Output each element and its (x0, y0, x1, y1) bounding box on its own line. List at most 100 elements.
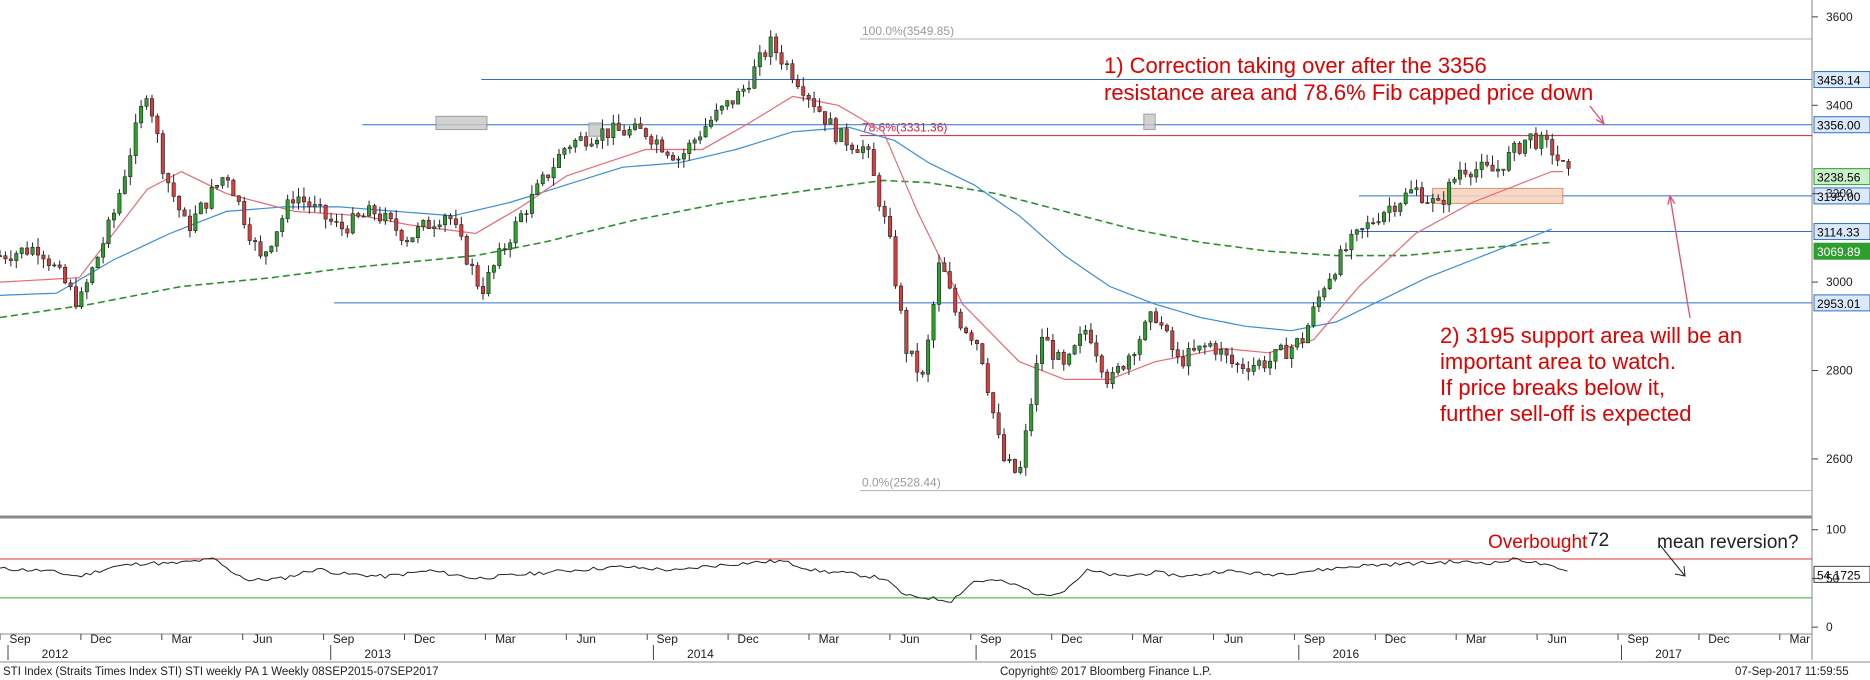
candle-body (1007, 458, 1012, 462)
candle-body (1018, 467, 1023, 473)
annotation-2-line-3: If price breaks below it, (1440, 375, 1665, 400)
candle-body (166, 173, 171, 184)
candle-body (155, 115, 160, 134)
candle-body (1490, 164, 1495, 172)
candle-body (1213, 343, 1218, 355)
candle-body (1284, 344, 1289, 359)
candle-body (1485, 161, 1490, 166)
rsi-last-tag-text: 54.1725 (1817, 568, 1861, 582)
candle-body (529, 193, 534, 214)
last-value-tag (1813, 242, 1870, 260)
candle-body (122, 176, 127, 194)
candle-body (1273, 349, 1278, 362)
candle-body (8, 258, 13, 261)
x-year-label: 2012 (42, 647, 69, 661)
candle-body (812, 98, 817, 107)
candle-body (339, 221, 344, 230)
candle-body (936, 262, 941, 305)
candle-body (1322, 288, 1327, 298)
candle-body (502, 248, 507, 250)
level-tag-text: 3458.14 (1817, 74, 1861, 88)
candle-body (1105, 371, 1110, 385)
arrow-note1-head (1595, 115, 1606, 126)
candle-body (882, 205, 887, 217)
candle-body (1208, 343, 1213, 347)
candle-body (242, 201, 247, 225)
candle-body (1501, 168, 1506, 171)
candle-body (649, 136, 654, 145)
last-value-tag-text: 3238.56 (1817, 171, 1861, 185)
overbought-value: 72 (1588, 530, 1609, 551)
level-tag-text: 3356.00 (1817, 119, 1861, 133)
candle-body (1403, 192, 1408, 204)
candle-body (285, 199, 290, 219)
candle-body (296, 196, 301, 204)
x-month-label: Dec (737, 632, 758, 646)
candle-body (1202, 345, 1207, 348)
last-value-tag (1813, 168, 1870, 186)
x-year-label: 2015 (1010, 647, 1037, 661)
candle-body (920, 371, 925, 375)
candle-body (1311, 306, 1316, 326)
candle-body (741, 88, 746, 92)
annotation-1-line-1: 1) Correction taking over after the 3356 (1104, 53, 1487, 78)
candle-body (198, 202, 203, 215)
candle-body (1555, 154, 1560, 161)
candle-body (1528, 133, 1533, 141)
candle-body (1088, 329, 1093, 344)
x-month-label: Jun (577, 632, 596, 646)
candle-body (1219, 349, 1224, 355)
x-month-label: Mar (819, 632, 840, 646)
candle-body (481, 285, 486, 295)
candle-body (904, 309, 909, 354)
candle-body (1154, 311, 1159, 323)
candle-body (730, 100, 735, 105)
candle-body (855, 149, 860, 153)
candle-body (367, 205, 372, 217)
candle-body (1338, 249, 1343, 275)
candle-body (1371, 222, 1376, 225)
candle-body (584, 136, 589, 147)
candle-body (1143, 321, 1148, 340)
candle-body (540, 174, 545, 185)
candle-body (1452, 178, 1457, 183)
candle-body (291, 199, 296, 204)
mean-reversion-arrow-head (1674, 565, 1686, 577)
candle-body (1512, 142, 1517, 153)
candle-body (128, 155, 133, 178)
candle-body (410, 237, 415, 243)
candle-body (784, 63, 789, 66)
candle-body (1268, 360, 1272, 369)
candle-body (46, 258, 51, 266)
candle-body (101, 243, 106, 258)
candle-body (1360, 228, 1365, 231)
annotation-2-line-1: 2) 3195 support area will be an (1440, 323, 1742, 348)
candle-body (350, 213, 355, 234)
candle-body (1295, 338, 1300, 348)
candle-body (833, 118, 838, 142)
level-tag-text: 3114.33 (1817, 226, 1860, 240)
resistance-box (1143, 113, 1156, 131)
candle-body (1246, 368, 1251, 372)
level-tag-text: 2953.01 (1817, 297, 1861, 311)
candle-body (893, 236, 898, 287)
candle-body (95, 256, 100, 268)
candle-body (1078, 333, 1083, 346)
candle-body (1040, 336, 1045, 364)
candle-body (1164, 324, 1169, 332)
candle-body (1387, 205, 1392, 213)
candle-body (63, 266, 68, 284)
candle-body (220, 177, 225, 186)
candle-body (1240, 364, 1245, 369)
candle-body (757, 52, 762, 68)
candle-body (719, 105, 724, 111)
candle-body (361, 215, 366, 218)
candle-body (1278, 344, 1283, 350)
mean-reversion-label: mean reversion? (1657, 532, 1799, 553)
candle-body (1517, 142, 1522, 154)
candle-body (84, 282, 89, 293)
annotation-2-line-2: important area to watch. (1440, 349, 1676, 374)
candle-body (394, 218, 399, 231)
candle-body (171, 182, 176, 197)
candle-body (535, 183, 540, 195)
